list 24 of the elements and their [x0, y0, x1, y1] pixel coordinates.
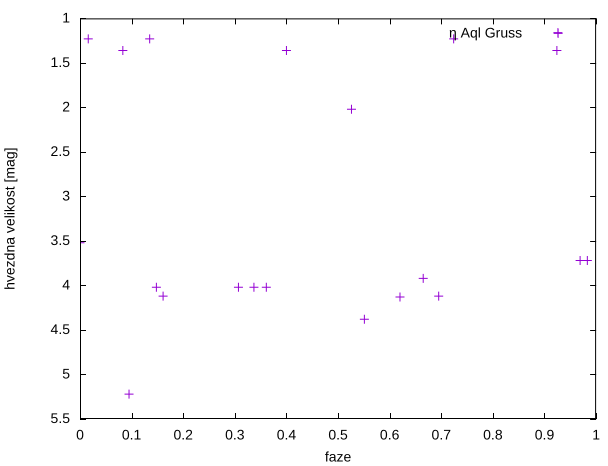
x-tick-label: 0.1 [122, 426, 142, 442]
x-tick-label: 0.4 [276, 426, 296, 442]
x-tick-label: 0.9 [534, 426, 554, 442]
x-tick-label: 0.2 [173, 426, 194, 442]
y-tick-label: 4.5 [50, 320, 70, 337]
y-tick-label: 1 [62, 9, 70, 26]
y-tick-label: 5 [62, 365, 70, 382]
x-tick-label: 0 [76, 426, 84, 442]
x-tick-label: 0.5 [328, 426, 348, 442]
legend-label: η Aql Gruss [448, 24, 522, 40]
y-tick-label: 1.5 [50, 54, 70, 70]
y-tick-label: 2 [62, 98, 70, 114]
x-axis-title: faze [324, 448, 352, 464]
x-tick-label: 1 [592, 426, 600, 442]
x-tick-label: 0.3 [225, 426, 245, 442]
y-tick-label: 3.5 [50, 232, 70, 248]
y-axis-title: hvezdna velikost [mag] [1, 147, 18, 290]
y-tick-label: 5.5 [50, 410, 70, 426]
y-tick-label: 2.5 [50, 142, 70, 159]
y-tick-label: 4 [62, 276, 70, 292]
x-tick-label: 0.8 [483, 426, 503, 442]
x-tick-label: 0.7 [432, 426, 452, 442]
x-tick-label: 0.6 [380, 426, 400, 442]
y-tick-label: 3 [62, 187, 70, 204]
